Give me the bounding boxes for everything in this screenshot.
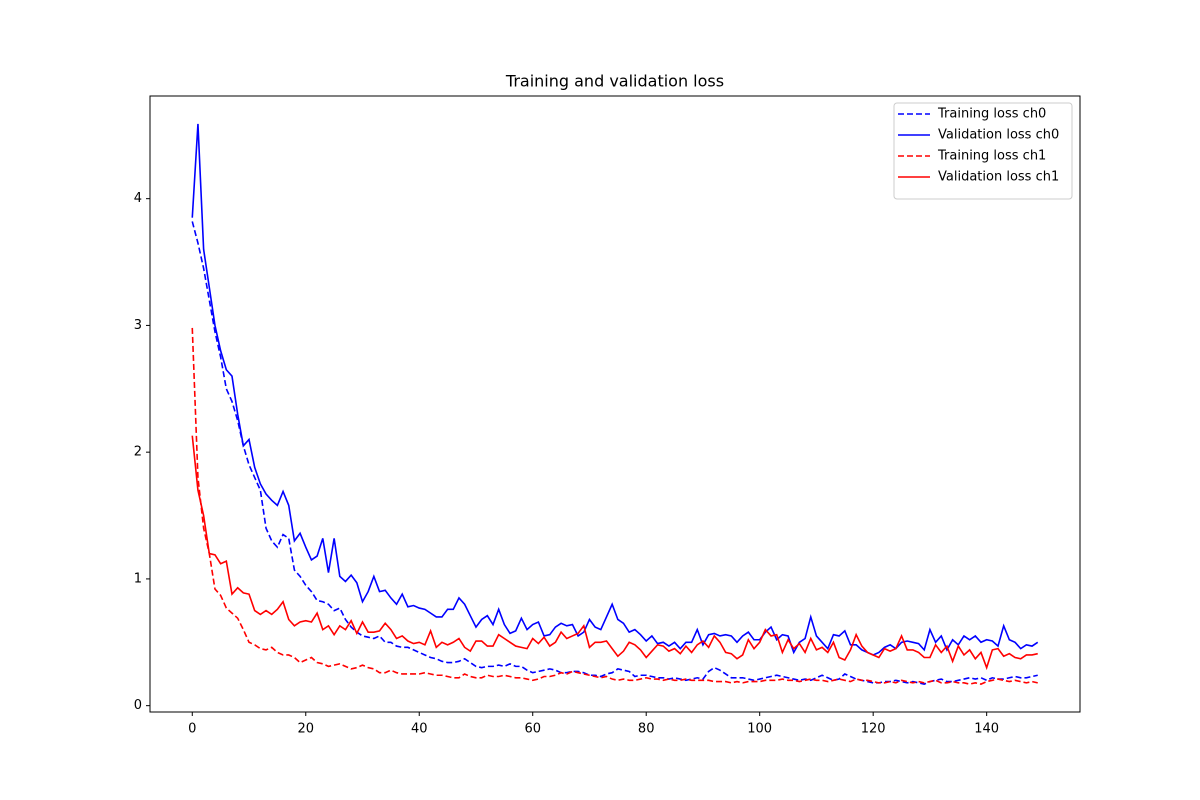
x-tick-label: 140 [974, 722, 999, 737]
legend-label: Training loss ch0 [937, 107, 1046, 122]
chart-title: Training and validation loss [505, 72, 724, 91]
y-tick-label: 0 [134, 698, 142, 713]
y-tick-label: 1 [134, 571, 142, 586]
x-tick-label: 120 [861, 722, 886, 737]
y-tick-label: 2 [134, 445, 142, 460]
data-line [191, 327, 1038, 685]
x-tick-label: 40 [411, 722, 428, 737]
legend-label: Validation loss ch0 [938, 128, 1059, 143]
legend-label: Training loss ch1 [937, 149, 1046, 164]
data-line [191, 435, 1038, 671]
data-line [191, 221, 1038, 685]
x-tick-label: 100 [747, 722, 772, 737]
plot-frame [149, 95, 1081, 713]
data-line [191, 123, 1039, 656]
y-tick-label: 3 [134, 318, 142, 333]
x-tick-label: 60 [524, 722, 541, 737]
y-tick-label: 4 [134, 191, 142, 206]
x-tick-label: 20 [297, 722, 314, 737]
legend-box [893, 102, 1073, 200]
x-tick-label: 0 [188, 722, 196, 737]
legend-label: Validation loss ch1 [938, 170, 1059, 185]
x-tick-label: 80 [638, 722, 655, 737]
